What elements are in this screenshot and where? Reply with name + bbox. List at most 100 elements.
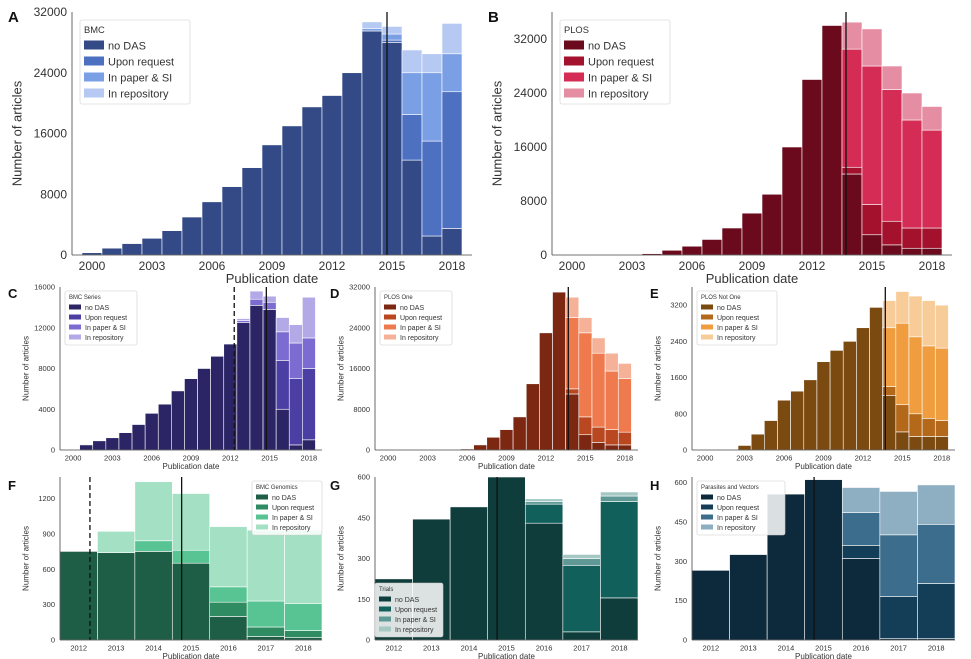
legend-entry: In paper & SI [108, 73, 172, 85]
legend-swatch [69, 304, 81, 310]
y-axis-label: Number of articles [337, 526, 346, 591]
bar-segment-2016-4 [524, 498, 564, 502]
bars [691, 479, 956, 641]
legend-swatch [564, 40, 584, 50]
y-tick-label: 24000 [34, 66, 68, 80]
legend-swatch [564, 56, 584, 66]
bar-segment-2004-1 [161, 230, 183, 256]
legend-swatch [701, 324, 713, 330]
panel-a: A 0 8000 16000 24000 32000 2000 2003 2006 2009 201… [8, 5, 472, 286]
legend-swatch [701, 314, 713, 320]
x-tick-label: 2003 [419, 454, 436, 463]
bar-segment-2015-2 [895, 404, 910, 433]
x-tick-label: 2014 [145, 644, 162, 653]
legend-entry: In repository [400, 335, 439, 342]
legend-entry: no DAS [717, 305, 741, 312]
legend-title: PLOS [564, 25, 589, 35]
x-tick-label: 2017 [573, 644, 590, 653]
x-tick-label: 2009 [183, 454, 200, 463]
bar-segment-2013-1 [869, 307, 883, 451]
bar-segment-2018-3 [917, 524, 956, 584]
legend-swatch [379, 616, 391, 622]
legend-swatch [256, 514, 268, 520]
y-tick-label: 0 [51, 636, 55, 645]
bar-segment-2018-2 [600, 501, 639, 599]
bar-segment-2017-3 [879, 534, 918, 597]
y-tick-label: 600 [674, 478, 687, 487]
bar-segment-2018-3 [921, 129, 943, 229]
bar-segment-2017-3 [246, 600, 285, 628]
bar-segment-2016-4 [401, 49, 423, 74]
x-tick-label: 2012 [385, 644, 402, 653]
y-axis-label: Number of articles [654, 336, 663, 401]
x-tick-label: 2003 [619, 259, 646, 273]
legend-swatch [379, 606, 391, 612]
bar-segment-2016-2 [401, 114, 423, 161]
bar-segment-2013-1 [821, 25, 843, 256]
bar-segment-2009-1 [816, 361, 831, 451]
legend-swatch [84, 56, 104, 66]
bar-segment-2005-1 [131, 424, 146, 451]
legend-entry: In paper & SI [717, 325, 758, 332]
bar-segment-2016-2 [908, 413, 923, 437]
bar-segment-2008-1 [803, 379, 818, 451]
x-tick-label: 2000 [79, 259, 106, 273]
x-tick-label: 2012 [702, 644, 719, 653]
bar-segment-2018-2 [441, 91, 463, 229]
x-axis-label: Publication date [163, 652, 220, 659]
bar-segment-2006-1 [144, 413, 159, 451]
bar-segment-2018-1 [934, 436, 949, 451]
y-tick-label: 4000 [38, 405, 55, 414]
bar-segment-2014-1 [841, 173, 863, 256]
x-tick-label: 2018 [934, 454, 951, 463]
bar-segment-2004-1 [118, 432, 133, 451]
bar-segment-2005-1 [661, 249, 683, 256]
y-tick-label: 0 [683, 446, 687, 455]
bar-segment-2011-1 [842, 341, 857, 451]
bar-segment-2017-1 [921, 436, 936, 451]
y-tick-label: 800 [674, 409, 687, 418]
legend-swatch [564, 88, 584, 98]
bar-segment-2017-2 [288, 378, 303, 446]
bar-segment-2002-1 [92, 440, 107, 451]
legend-entry: Upon request [717, 505, 759, 512]
x-tick-label: 2018 [611, 644, 628, 653]
bar-segment-2018-2 [302, 368, 316, 441]
bar-segment-2010-1 [197, 368, 211, 451]
bar-segment-2014-3 [134, 540, 173, 552]
legend-swatch [379, 596, 391, 602]
bar-segment-2016-1 [841, 558, 881, 641]
bar-segment-2011-1 [210, 355, 225, 451]
bar-segment-2008-1 [241, 167, 263, 256]
y-tick-label: 0 [366, 446, 370, 455]
legend-swatch [701, 304, 713, 310]
y-axis-label: Number of articles [10, 80, 25, 186]
bar-segment-2018-1 [617, 444, 632, 451]
bar-segment-2014-4 [361, 21, 383, 30]
y-tick-label: 8000 [353, 405, 370, 414]
bar-segment-2016-3 [524, 501, 564, 505]
bar-segment-2015-4 [171, 493, 211, 551]
x-tick-label: 2015 [859, 259, 886, 273]
legend-swatch [256, 504, 268, 510]
legend-title: BMC [84, 25, 105, 35]
bar-segment-2017-3 [288, 342, 303, 379]
legend-swatch [701, 494, 713, 500]
legend-box [251, 480, 323, 536]
x-tick-label: 2000 [559, 259, 586, 273]
x-tick-label: 2009 [259, 259, 286, 273]
bar-segment-2017-2 [901, 227, 923, 249]
bar-segment-2015-1 [262, 309, 277, 451]
y-tick-label: 0 [60, 248, 67, 262]
legend-entry: In repository [108, 89, 169, 101]
x-axis-label: Publication date [795, 652, 852, 659]
bar-segment-2015-1 [487, 476, 526, 641]
bar-segment-2013-1 [552, 291, 566, 451]
bar-segment-2013-1 [729, 554, 768, 641]
bar-segment-2014-1 [134, 551, 173, 641]
bar-segment-2015-4 [262, 295, 277, 303]
y-tick-label: 150 [357, 595, 370, 604]
y-tick-label: 32000 [514, 32, 548, 46]
bar-segment-2016-3 [881, 89, 903, 222]
